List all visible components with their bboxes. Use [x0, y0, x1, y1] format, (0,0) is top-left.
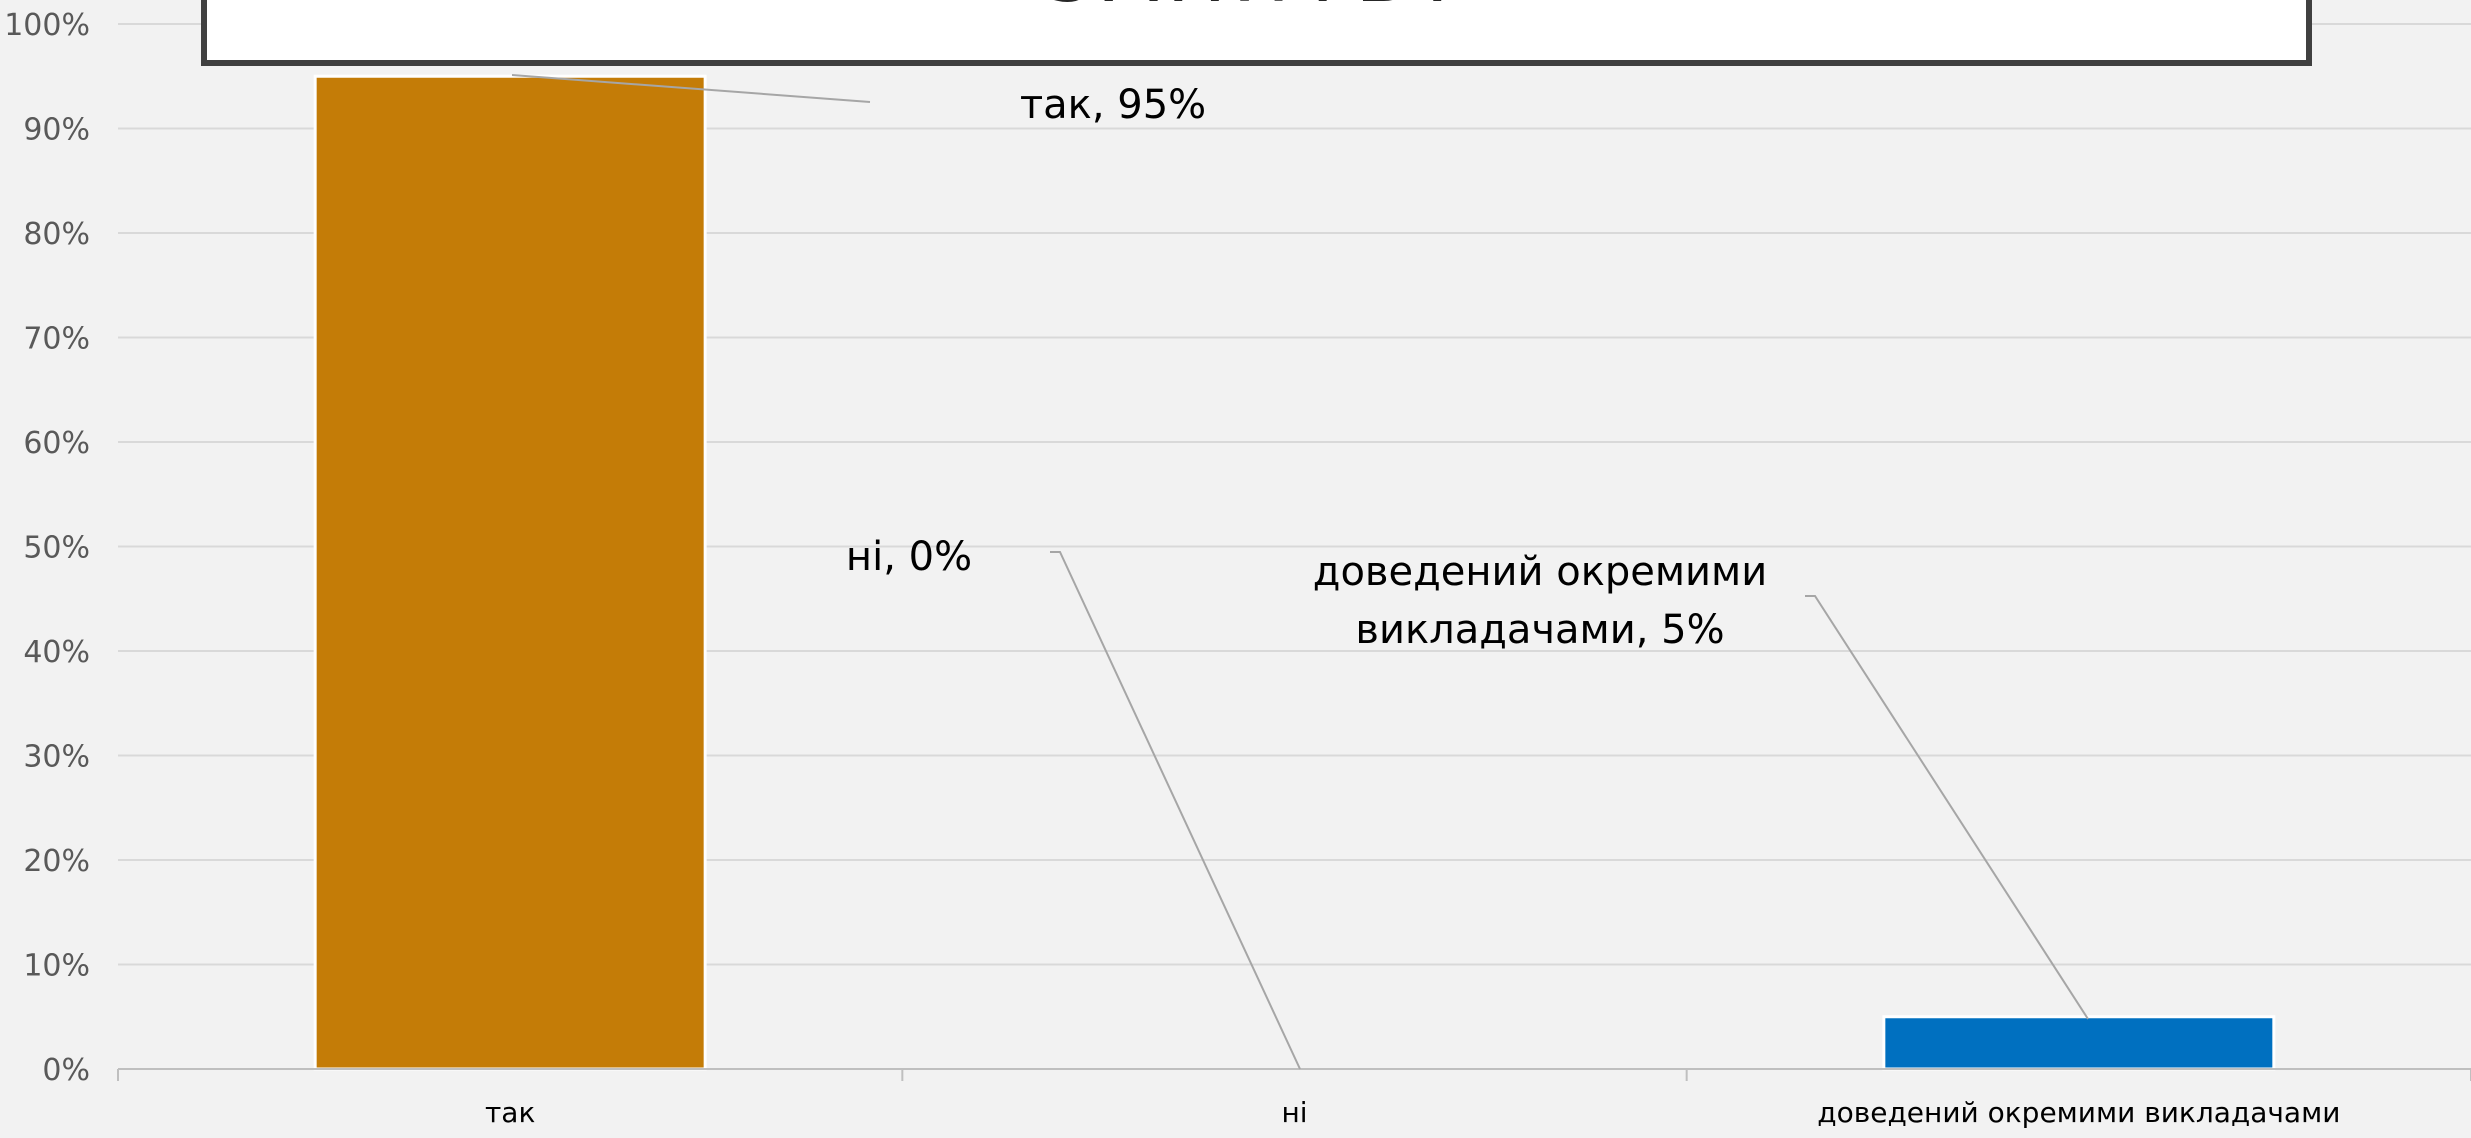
bar	[313, 74, 707, 1071]
leader-line	[1050, 551, 1301, 1070]
category-label: доведений окремими викладачами	[1817, 1096, 2340, 1129]
y-tick-label: 20%	[23, 844, 90, 879]
leader-lines	[511, 74, 2089, 1070]
chart-title-box: ЗАНЯТЬ?	[201, 0, 2312, 66]
y-tick-label: 60%	[23, 426, 90, 461]
y-tick-label: 30%	[23, 740, 90, 775]
y-tick-label: 10%	[23, 949, 90, 984]
data-label: ні, 0%	[846, 534, 972, 580]
category-label: так	[485, 1096, 535, 1129]
data-labels: так, 95% ні, 0% доведений окремими викладач…	[846, 82, 1767, 653]
category-label: ні	[1281, 1096, 1307, 1129]
y-tick-label: 0%	[42, 1053, 90, 1088]
leader-line	[1805, 595, 2089, 1020]
data-label: так, 95%	[1020, 82, 1206, 128]
leader-line	[511, 74, 871, 103]
category-labels: так ні доведений окремими викладачами	[485, 1096, 2340, 1129]
data-label: доведений окремими викладачами, 5%	[1313, 549, 1767, 653]
y-tick-label: 70%	[23, 322, 90, 357]
chart-title: ЗАНЯТЬ?	[207, 0, 2306, 24]
bar	[1882, 1015, 2276, 1071]
x-axis	[117, 1068, 2471, 1081]
bars	[313, 74, 2276, 1071]
y-tick-label: 50%	[23, 531, 90, 566]
y-tick-label: 80%	[23, 217, 90, 252]
y-axis-tick-labels: 0% 10% 20% 30% 40% 50% 60% 70% 80% 90% 100%	[4, 8, 90, 1088]
y-tick-label: 90%	[23, 113, 90, 148]
y-tick-label: 100%	[4, 8, 90, 43]
y-tick-label: 40%	[23, 635, 90, 670]
